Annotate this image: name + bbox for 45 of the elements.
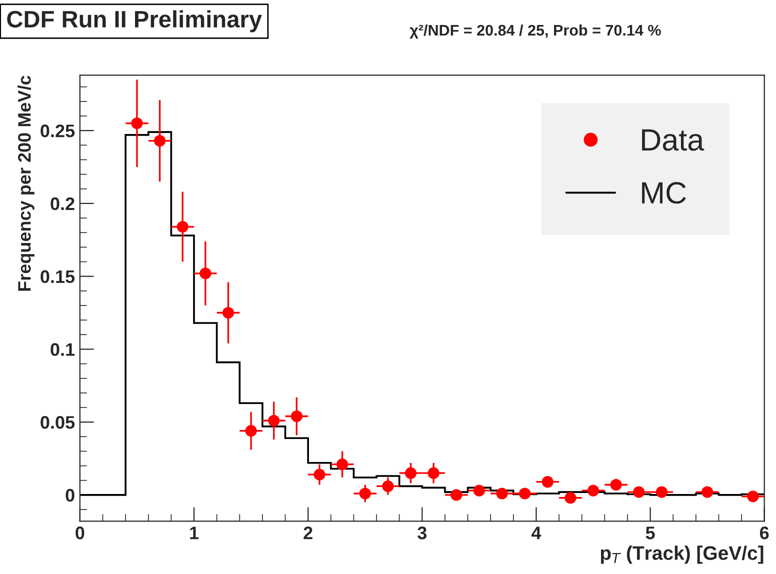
y-tick-label: 0.25: [40, 124, 75, 138]
x-tick-label: 3: [418, 526, 427, 540]
x-tick-label: 6: [760, 526, 769, 540]
point: [222, 306, 234, 319]
point: [587, 484, 600, 496]
y-tick-label: 0.1: [50, 343, 75, 356]
point: [154, 134, 166, 147]
point: [610, 478, 622, 491]
point: [268, 414, 280, 426]
y-axis-title: Frequency per 200 MeV/c: [18, 76, 34, 291]
point: [702, 486, 714, 498]
text: χ²/NDF = 20.84 / 25, Prob = 70.14 %: [410, 24, 661, 39]
point: [131, 117, 143, 130]
y-tick-label: 0: [66, 488, 74, 502]
x-tick-label: 4: [531, 526, 542, 540]
point: [747, 490, 759, 502]
x-tick-label: 5: [646, 526, 655, 540]
point: [473, 484, 485, 496]
legend-label: MC: [642, 182, 686, 204]
y-tick-label: 0.2: [50, 197, 74, 210]
point: [336, 458, 348, 470]
x-tick-label: 0: [76, 526, 84, 540]
point: [382, 480, 394, 492]
point: [450, 489, 462, 501]
point: [404, 467, 417, 479]
chart-title: CDF Run II Preliminary: [7, 10, 262, 32]
point: [314, 468, 326, 480]
point: [633, 486, 645, 498]
point: [564, 492, 576, 504]
point: [496, 488, 508, 500]
point: [176, 220, 188, 233]
point: [428, 467, 440, 479]
point: [542, 476, 554, 488]
x-tick-label: 1: [190, 526, 199, 540]
point: [656, 486, 668, 498]
point: [519, 488, 531, 500]
x-tick-label: 2: [304, 526, 312, 540]
legend-label: Data: [642, 129, 704, 151]
y-tick-label: 0.05: [40, 416, 75, 429]
point: [290, 410, 302, 422]
point: [245, 425, 257, 437]
point: [359, 488, 371, 500]
point: [200, 268, 212, 280]
y-tick-label: 0.15: [40, 270, 75, 284]
x-axis-title: p$_{T}$ (Track) [GeV/c]: [600, 546, 764, 564]
